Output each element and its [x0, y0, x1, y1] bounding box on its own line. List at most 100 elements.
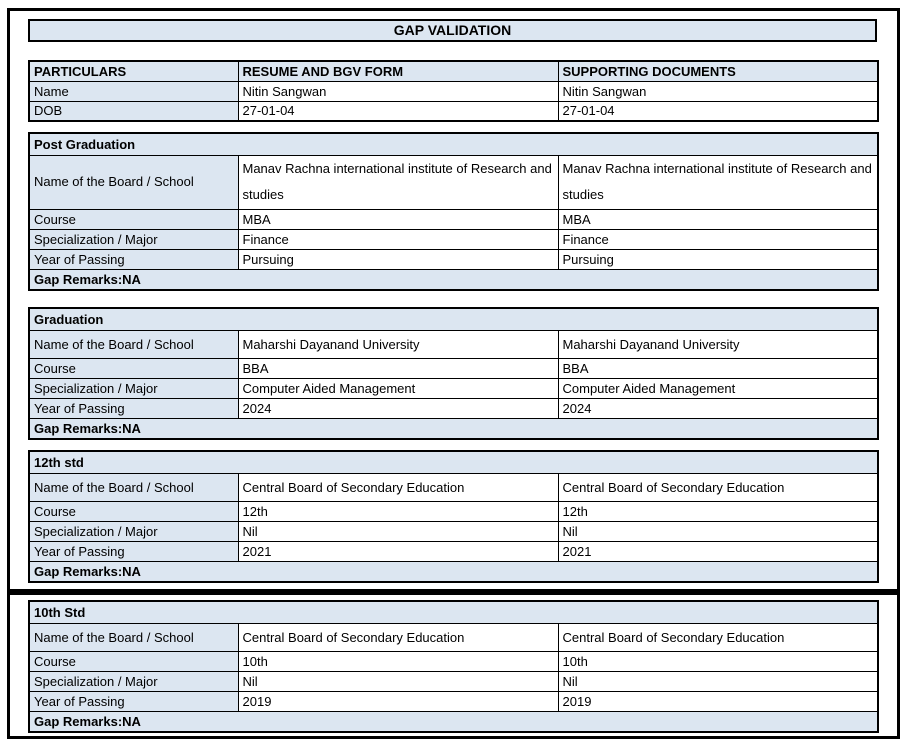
section-header-row: 10th Std [28, 600, 879, 624]
cell-resume: Maharshi Dayanand University [237, 329, 559, 359]
footer-frame: 10th Std Name of the Board / School Cent… [7, 592, 900, 739]
cell-supporting: 2019 [557, 690, 879, 712]
cell-resume: 10th [237, 650, 559, 672]
cell-label: Name of the Board / School [28, 472, 239, 502]
cell-resume: Central Board of Secondary Education [237, 472, 559, 502]
section-header-row: Graduation [28, 307, 879, 331]
cell-label: Specialization / Major [28, 520, 239, 542]
cell-label: Name [28, 80, 239, 102]
column-header-particulars: PARTICULARS [28, 60, 239, 82]
gap-remarks: Gap Remarks:NA [28, 417, 879, 440]
cell-supporting: Central Board of Secondary Education [557, 472, 879, 502]
particulars-header-row: PARTICULARS RESUME AND BGV FORM SUPPORTI… [28, 60, 879, 82]
table-row-board: Name of the Board / School Manav Rachna … [28, 154, 879, 210]
table-row-board: Name of the Board / School Central Board… [28, 472, 879, 502]
column-header-supporting: SUPPORTING DOCUMENTS [557, 60, 879, 82]
table-row-course: Course 10th 10th [28, 650, 879, 672]
section-header-row: 12th std [28, 450, 879, 474]
cell-label: Specialization / Major [28, 228, 239, 250]
cell-resume: Nil [237, 520, 559, 542]
cell-supporting: 27-01-04 [557, 100, 879, 122]
cell-resume: Nitin Sangwan [237, 80, 559, 102]
cell-label: Course [28, 208, 239, 230]
cell-label: Specialization / Major [28, 377, 239, 399]
cell-label: Year of Passing [28, 397, 239, 419]
cell-resume: 2021 [237, 540, 559, 562]
table-row-board: Name of the Board / School Central Board… [28, 622, 879, 652]
cell-label: Name of the Board / School [28, 622, 239, 652]
cell-label: Course [28, 650, 239, 672]
cell-resume: BBA [237, 357, 559, 379]
cell-resume: Central Board of Secondary Education [237, 622, 559, 652]
table-row-year: Year of Passing 2024 2024 [28, 397, 879, 419]
cell-supporting: 2024 [557, 397, 879, 419]
gap-remarks: Gap Remarks:NA [28, 710, 879, 733]
remarks-row: Gap Remarks:NA [28, 417, 879, 440]
cell-supporting: Manav Rachna international institute of … [557, 154, 879, 210]
cell-supporting: Nil [557, 670, 879, 692]
cell-supporting: Nil [557, 520, 879, 542]
table-row-name: Name Nitin Sangwan Nitin Sangwan [28, 80, 879, 102]
cell-resume: 2024 [237, 397, 559, 419]
cell-resume: 12th [237, 500, 559, 522]
remarks-row: Gap Remarks:NA [28, 268, 879, 291]
cell-supporting: MBA [557, 208, 879, 230]
table-row-dob: DOB 27-01-04 27-01-04 [28, 100, 879, 122]
remarks-row: Gap Remarks:NA [28, 560, 879, 583]
cell-resume: 2019 [237, 690, 559, 712]
cell-supporting: Nitin Sangwan [557, 80, 879, 102]
table-row-course: Course MBA MBA [28, 208, 879, 230]
cell-label: Specialization / Major [28, 670, 239, 692]
cell-label: Course [28, 500, 239, 522]
cell-label: Year of Passing [28, 540, 239, 562]
section-header-row: Post Graduation [28, 132, 879, 156]
table-row-board: Name of the Board / School Maharshi Daya… [28, 329, 879, 359]
cell-resume: MBA [237, 208, 559, 230]
cell-label: Name of the Board / School [28, 329, 239, 359]
column-header-resume: RESUME AND BGV FORM [237, 60, 559, 82]
section-heading: Graduation [28, 307, 879, 331]
section-12th-std: 12th std Name of the Board / School Cent… [28, 450, 880, 583]
table-row-year: Year of Passing 2021 2021 [28, 540, 879, 562]
table-row-specialization: Specialization / Major Nil Nil [28, 520, 879, 542]
table-row-specialization: Specialization / Major Computer Aided Ma… [28, 377, 879, 399]
table-row-year: Year of Passing 2019 2019 [28, 690, 879, 712]
section-heading: 10th Std [28, 600, 879, 624]
cell-resume: Computer Aided Management [237, 377, 559, 399]
remarks-row: Gap Remarks:NA [28, 710, 879, 733]
cell-supporting: Maharshi Dayanand University [557, 329, 879, 359]
cell-supporting: Pursuing [557, 248, 879, 270]
cell-resume: Pursuing [237, 248, 559, 270]
cell-resume: 27-01-04 [237, 100, 559, 122]
section-heading: Post Graduation [28, 132, 879, 156]
cell-supporting: Computer Aided Management [557, 377, 879, 399]
table-row-course: Course BBA BBA [28, 357, 879, 379]
section-post-graduation: Post Graduation Name of the Board / Scho… [28, 132, 880, 291]
cell-label: Name of the Board / School [28, 154, 239, 210]
cell-supporting: Finance [557, 228, 879, 250]
section-graduation: Graduation Name of the Board / School Ma… [28, 307, 880, 440]
cell-supporting: 2021 [557, 540, 879, 562]
cell-label: Year of Passing [28, 248, 239, 270]
cell-label: Year of Passing [28, 690, 239, 712]
cell-label: Course [28, 357, 239, 379]
cell-resume: Manav Rachna international institute of … [237, 154, 559, 210]
table-row-specialization: Specialization / Major Nil Nil [28, 670, 879, 692]
cell-supporting: 10th [557, 650, 879, 672]
cell-label: DOB [28, 100, 239, 122]
gap-remarks: Gap Remarks:NA [28, 560, 879, 583]
cell-resume: Finance [237, 228, 559, 250]
cell-resume: Nil [237, 670, 559, 692]
section-heading: 12th std [28, 450, 879, 474]
table-row-year: Year of Passing Pursuing Pursuing [28, 248, 879, 270]
section-10th-std: 10th Std Name of the Board / School Cent… [28, 600, 880, 733]
cell-supporting: 12th [557, 500, 879, 522]
table-row-specialization: Specialization / Major Finance Finance [28, 228, 879, 250]
cell-supporting: Central Board of Secondary Education [557, 622, 879, 652]
particulars-table: PARTICULARS RESUME AND BGV FORM SUPPORTI… [28, 60, 879, 122]
page-title: GAP VALIDATION [28, 19, 877, 42]
gap-remarks: Gap Remarks:NA [28, 268, 879, 291]
cell-supporting: BBA [557, 357, 879, 379]
table-row-course: Course 12th 12th [28, 500, 879, 522]
main-frame: GAP VALIDATION PARTICULARS RESUME AND BG… [7, 8, 900, 592]
